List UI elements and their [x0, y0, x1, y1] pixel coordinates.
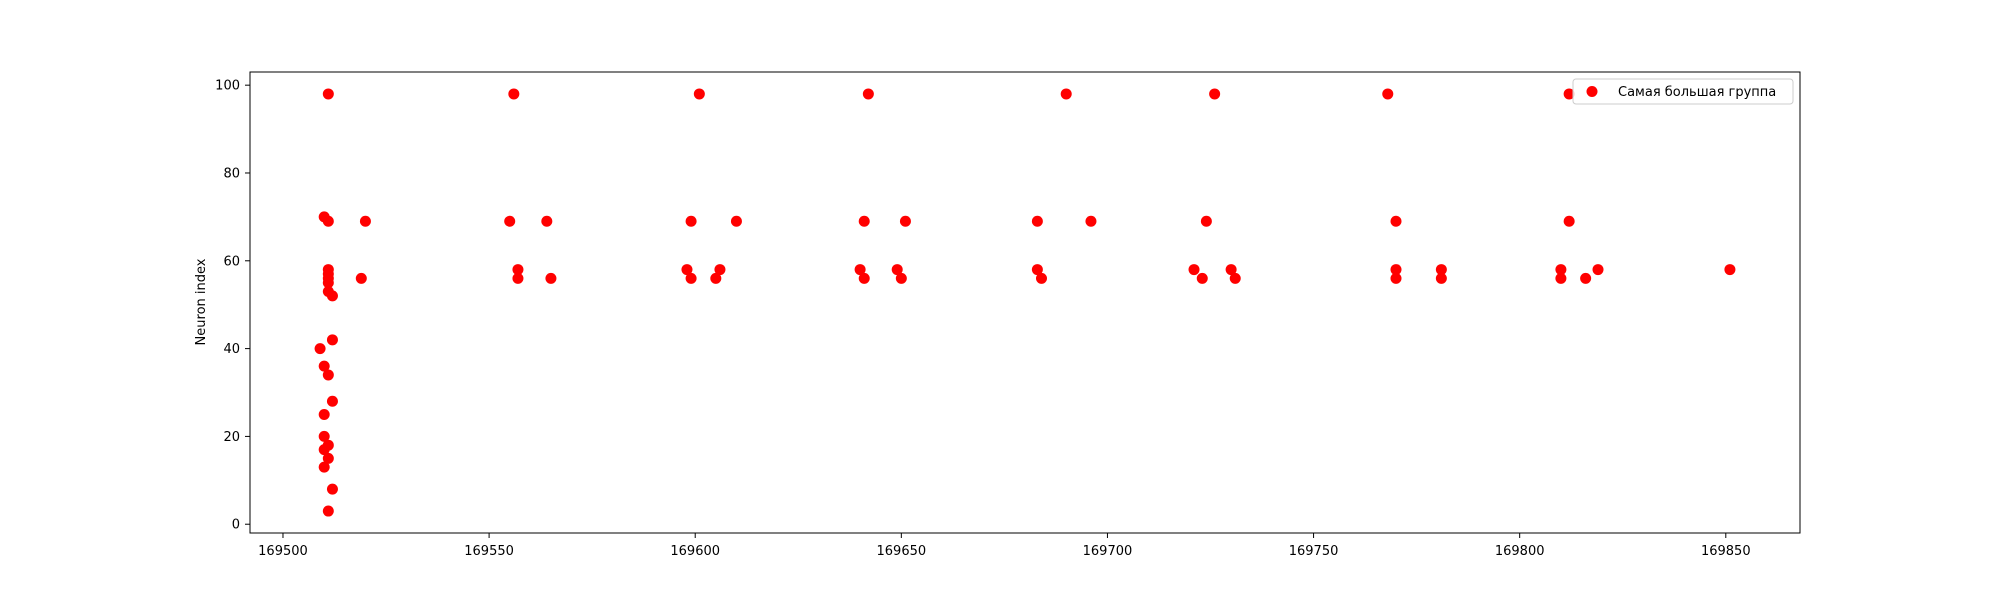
data-point [326, 395, 338, 407]
y-axis-label: Neuron index [194, 258, 209, 345]
data-point [545, 272, 557, 284]
data-point [730, 215, 742, 227]
data-point [314, 343, 326, 355]
legend-entry-label: Самая большая группа [1618, 85, 1776, 100]
data-point [355, 272, 367, 284]
data-point [1435, 264, 1447, 276]
data-point [322, 505, 334, 517]
data-point [322, 215, 334, 227]
data-point [1196, 272, 1208, 284]
y-tick-label: 100 [215, 79, 240, 94]
x-axis: 169500 169550 169600 169650 169700 169750 1698… [258, 533, 1751, 559]
data-points [314, 88, 1736, 517]
data-point [541, 215, 553, 227]
data-point [508, 88, 520, 100]
data-point [1390, 272, 1402, 284]
legend-frame [1572, 78, 1794, 105]
x-tick-label: 169550 [464, 544, 514, 559]
data-point [318, 461, 330, 473]
data-point [1200, 215, 1212, 227]
data-point [326, 334, 338, 346]
data-point [1592, 264, 1604, 276]
data-point [1229, 272, 1241, 284]
data-point [1563, 215, 1575, 227]
data-point [1031, 215, 1043, 227]
data-point [1435, 272, 1447, 284]
data-point [1390, 264, 1402, 276]
data-point [1382, 88, 1394, 100]
data-point [326, 483, 338, 495]
data-point [359, 215, 371, 227]
data-point [685, 215, 697, 227]
data-point [322, 88, 334, 100]
data-point [693, 88, 705, 100]
data-point [1209, 88, 1221, 100]
x-tick-label: 169500 [258, 544, 308, 559]
x-tick-label: 169600 [670, 544, 720, 559]
data-point [1035, 272, 1047, 284]
y-tick-label: 40 [223, 342, 240, 357]
data-point [318, 444, 330, 456]
y-axis: 0 20 40 60 80 100 [215, 79, 250, 533]
data-point [1555, 264, 1567, 276]
x-tick-label: 169850 [1701, 544, 1751, 559]
data-point [862, 88, 874, 100]
data-point [326, 290, 338, 302]
data-point [1031, 264, 1043, 276]
data-point [1390, 215, 1402, 227]
data-point [858, 272, 870, 284]
legend: Самая большая группа [1572, 78, 1794, 105]
data-point [1555, 272, 1567, 284]
data-point [1563, 88, 1575, 100]
data-point [504, 215, 516, 227]
data-point [1188, 264, 1200, 276]
data-point [685, 272, 697, 284]
x-tick-label: 169700 [1083, 544, 1133, 559]
data-point [1580, 272, 1592, 284]
x-tick-label: 169800 [1495, 544, 1545, 559]
y-tick-label: 20 [223, 430, 240, 445]
data-point [1724, 264, 1736, 276]
data-point [318, 430, 330, 442]
x-tick-label: 169650 [877, 544, 927, 559]
data-point [854, 264, 866, 276]
legend-marker [1586, 86, 1598, 97]
data-point [891, 264, 903, 276]
data-point [681, 264, 693, 276]
y-tick-label: 0 [232, 518, 240, 533]
x-tick-label: 169750 [1289, 544, 1339, 559]
data-point [512, 264, 524, 276]
plot-area-frame [249, 71, 1801, 534]
data-point [1225, 264, 1237, 276]
data-point [1060, 88, 1072, 100]
data-point [318, 360, 330, 372]
data-point [512, 272, 524, 284]
data-point [710, 272, 722, 284]
data-point [322, 452, 334, 464]
data-point [318, 408, 330, 420]
data-point [899, 215, 911, 227]
data-point [1085, 215, 1097, 227]
data-point [322, 369, 334, 381]
data-point [895, 272, 907, 284]
data-point [858, 215, 870, 227]
y-tick-label: 60 [223, 254, 240, 269]
data-point [714, 264, 726, 276]
y-tick-label: 80 [223, 166, 240, 181]
data-point [322, 277, 334, 289]
